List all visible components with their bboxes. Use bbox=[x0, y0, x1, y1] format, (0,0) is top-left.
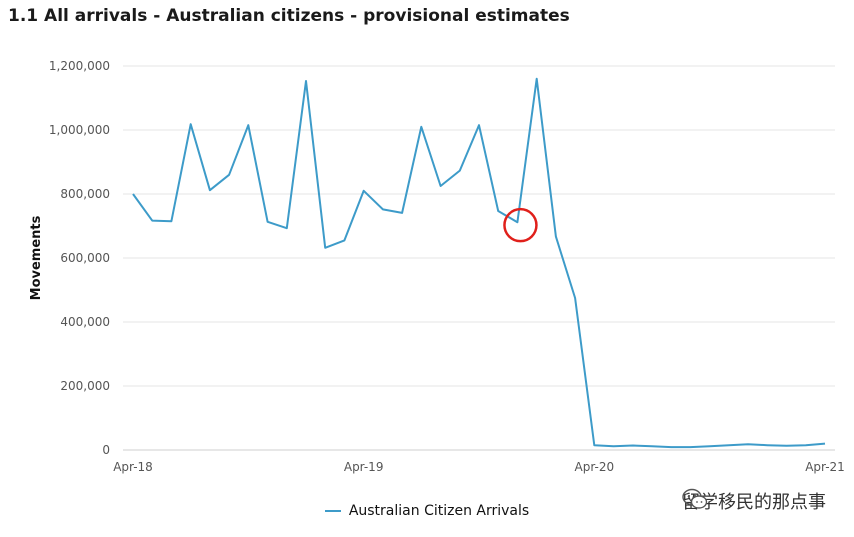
watermark-text: 留学移民的那点事 bbox=[682, 492, 826, 513]
x-tick-label: Apr-20 bbox=[575, 460, 615, 474]
data-point bbox=[804, 443, 808, 447]
data-point bbox=[419, 125, 423, 129]
data-point bbox=[169, 219, 173, 223]
series-lines bbox=[131, 77, 827, 449]
data-point bbox=[515, 220, 519, 224]
data-point bbox=[708, 444, 712, 448]
legend-swatch bbox=[324, 510, 341, 512]
data-point bbox=[554, 235, 558, 239]
y-tick-label: 200,000 bbox=[60, 379, 110, 393]
data-point bbox=[439, 184, 443, 188]
legend-item[interactable]: Australian Citizen Arrivals bbox=[324, 503, 530, 519]
x-tick-label: Apr-18 bbox=[113, 460, 153, 474]
highlight-circle bbox=[503, 207, 538, 243]
y-axis-ticks: 0 200,000 400,000 600,000 800,000 1,000,000 1,… bbox=[49, 59, 110, 457]
data-point bbox=[535, 77, 539, 81]
data-point bbox=[650, 444, 654, 448]
data-point bbox=[342, 238, 346, 242]
y-tick-label: 400,000 bbox=[60, 315, 110, 329]
legend-label: Australian Citizen Arrivals bbox=[348, 503, 530, 519]
data-point bbox=[746, 442, 750, 446]
x-axis-ticks: Apr-18 Apr-19 Apr-20 Apr-21 bbox=[113, 460, 845, 474]
annotations bbox=[503, 207, 538, 243]
series-line-australian-citizen-arrivals bbox=[132, 77, 826, 449]
data-point bbox=[285, 226, 289, 230]
data-point bbox=[362, 189, 366, 193]
y-tick-label: 800,000 bbox=[60, 187, 110, 201]
data-point bbox=[400, 211, 404, 215]
data-point bbox=[592, 443, 596, 447]
y-axis-label: Movements bbox=[29, 215, 44, 300]
y-tick-label: 1,200,000 bbox=[49, 59, 110, 73]
data-point bbox=[246, 123, 250, 127]
x-tick-label: Apr-21 bbox=[805, 460, 845, 474]
x-tick-label: Apr-19 bbox=[344, 460, 384, 474]
data-point bbox=[208, 188, 212, 192]
watermark: 留学移民的那点事 bbox=[682, 488, 826, 514]
data-point bbox=[765, 443, 769, 447]
data-point bbox=[150, 219, 154, 223]
data-point bbox=[631, 444, 635, 448]
data-point bbox=[323, 246, 327, 250]
data-point bbox=[612, 444, 616, 448]
data-point bbox=[304, 79, 308, 83]
data-point bbox=[496, 209, 500, 213]
data-point bbox=[381, 207, 385, 211]
y-tick-label: 0 bbox=[102, 443, 110, 457]
wechat-icon bbox=[682, 488, 708, 509]
data-point bbox=[266, 220, 270, 224]
data-point bbox=[669, 445, 673, 449]
data-point bbox=[477, 123, 481, 127]
chart-title: 1.1 All arrivals - Australian citizens -… bbox=[8, 6, 570, 26]
grid-lines bbox=[123, 65, 835, 451]
data-point bbox=[573, 296, 577, 300]
y-tick-label: 1,000,000 bbox=[49, 123, 110, 137]
data-point bbox=[131, 192, 135, 196]
data-point bbox=[458, 169, 462, 173]
data-point bbox=[688, 445, 692, 449]
data-point bbox=[189, 122, 193, 126]
y-tick-label: 600,000 bbox=[60, 251, 110, 265]
data-point bbox=[227, 173, 231, 177]
data-point bbox=[823, 442, 827, 446]
data-point bbox=[727, 443, 731, 447]
legend: Australian Citizen Arrivals bbox=[0, 500, 854, 519]
data-point bbox=[785, 444, 789, 448]
